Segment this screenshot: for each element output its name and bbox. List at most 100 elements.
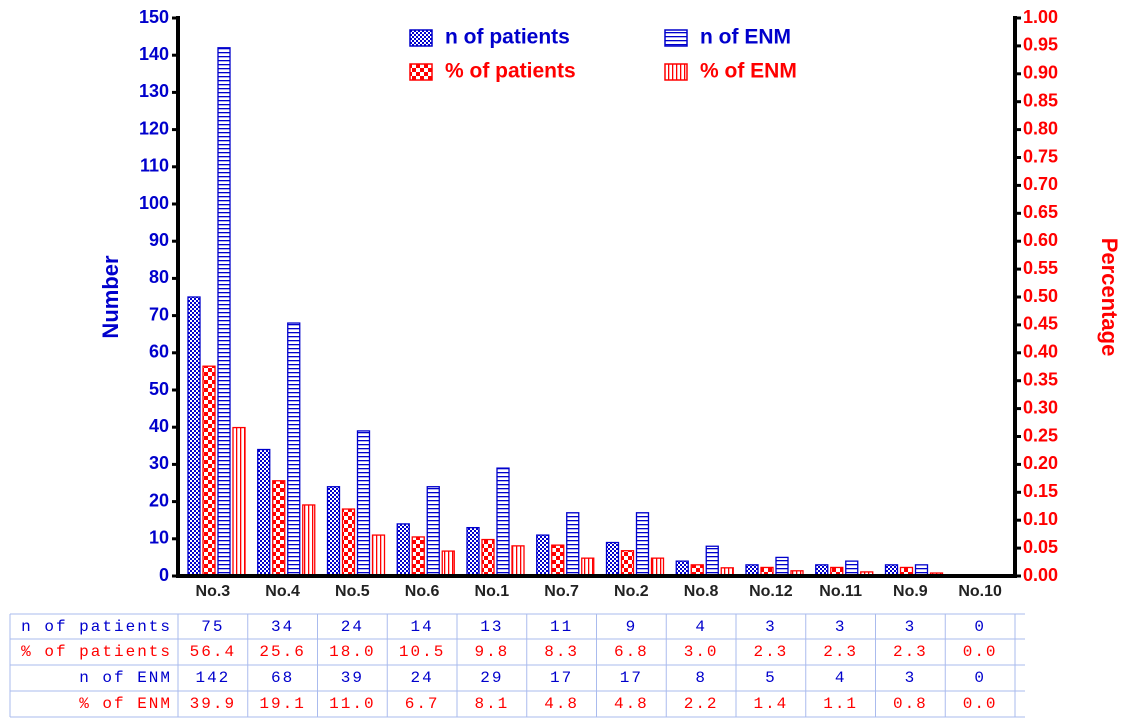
- legend-swatch: [409, 29, 433, 47]
- bar: [341, 508, 356, 577]
- table-cell: 18.0: [329, 643, 375, 661]
- table-cell: 4.8: [614, 695, 649, 713]
- bar: [411, 536, 425, 577]
- bar: [551, 544, 565, 577]
- table-cell: 29: [480, 669, 503, 687]
- table-cell: 14: [411, 618, 434, 636]
- x-tick-label: No.3: [196, 583, 231, 600]
- table-cell: 13: [480, 618, 503, 636]
- table-cell: 17: [550, 669, 573, 687]
- bar: [232, 426, 246, 577]
- table-cell: 5: [765, 669, 777, 687]
- bar: [536, 534, 550, 577]
- y2-tick-label: 0.50: [1023, 286, 1058, 306]
- y-tick-label: 100: [139, 193, 169, 213]
- table-cell: 11.0: [329, 695, 375, 713]
- bar: [481, 538, 495, 577]
- x-tick-label: No.5: [335, 583, 370, 600]
- table-cell: 3: [835, 618, 847, 636]
- bar: [496, 467, 510, 577]
- x-tick-label: No.6: [405, 583, 440, 600]
- table-cell: 8.3: [544, 643, 579, 661]
- y-tick-label: 110: [140, 156, 169, 176]
- bar: [396, 523, 410, 577]
- table-cell: 1.1: [823, 695, 858, 713]
- bar: [466, 526, 480, 577]
- y2-tick-label: 1.00: [1023, 7, 1058, 27]
- legend-label: % of patients: [445, 60, 576, 83]
- table-cell: 25.6: [259, 643, 305, 661]
- y-tick-label: 50: [149, 379, 169, 399]
- table-cell: 17: [620, 669, 643, 687]
- table-cell: 39.9: [190, 695, 236, 713]
- y-tick-label: 20: [149, 490, 169, 510]
- x-tick-label: No.1: [475, 583, 510, 600]
- table-cell: 11: [550, 618, 573, 636]
- x-tick-label: No.7: [544, 583, 579, 600]
- table-cell: 6.7: [405, 695, 440, 713]
- y2-tick-label: 0.90: [1023, 63, 1058, 83]
- y2-tick-label: 0.20: [1023, 453, 1058, 473]
- bar: [356, 430, 371, 577]
- y-tick-label: 60: [149, 342, 169, 362]
- legend-swatch: [409, 63, 433, 81]
- y2-axis-title: Percentage: [1097, 238, 1122, 357]
- table-cell: 56.4: [190, 643, 236, 661]
- table-cell: 3: [905, 669, 917, 687]
- table-cell: 75: [201, 618, 224, 636]
- table-cell: 0.0: [963, 695, 998, 713]
- legend-label: n of patients: [445, 26, 570, 49]
- y2-tick-label: 0.60: [1023, 230, 1058, 250]
- y2-tick-label: 0.75: [1023, 146, 1058, 166]
- y-axis-title: Number: [98, 255, 123, 339]
- table-row-label: n of patients: [21, 618, 172, 636]
- legend-swatch: [664, 29, 688, 47]
- y-tick-label: 150: [139, 7, 169, 27]
- bar: [581, 557, 595, 577]
- x-tick-label: No.11: [819, 583, 862, 600]
- y-tick-label: 140: [139, 44, 169, 64]
- y2-tick-label: 0.00: [1023, 565, 1058, 585]
- table-cell: 24: [341, 618, 364, 636]
- y2-tick-label: 0.35: [1023, 369, 1058, 389]
- bar: [441, 550, 455, 577]
- y-tick-label: 40: [149, 416, 169, 436]
- x-tick-label: No.4: [265, 583, 300, 600]
- bar: [650, 557, 665, 577]
- bar: [202, 365, 216, 577]
- y2-tick-label: 0.25: [1023, 425, 1058, 445]
- legend-swatch: [664, 63, 688, 81]
- table-row-label: % of patients: [21, 643, 172, 661]
- bar: [705, 545, 719, 577]
- legend-label: % of ENM: [700, 60, 797, 83]
- table-cell: 3.0: [684, 643, 719, 661]
- table-cell: 0: [974, 669, 986, 687]
- y2-tick-label: 0.15: [1023, 481, 1058, 501]
- table-cell: 8: [695, 669, 707, 687]
- bar: [620, 550, 635, 577]
- bar: [326, 486, 341, 577]
- legend-label: n of ENM: [700, 26, 791, 49]
- y2-tick-label: 0.40: [1023, 342, 1058, 362]
- y2-tick-label: 0.65: [1023, 202, 1058, 222]
- y-tick-label: 80: [149, 267, 169, 287]
- y-tick-label: 10: [149, 528, 169, 548]
- y2-tick-label: 0.55: [1023, 258, 1058, 278]
- x-tick-label: No.10: [958, 583, 1002, 600]
- y-tick-label: 120: [139, 118, 169, 138]
- table-cell: 3: [765, 618, 777, 636]
- y2-tick-label: 0.85: [1023, 90, 1058, 110]
- table-cell: 19.1: [259, 695, 305, 713]
- table-row-label: % of ENM: [79, 695, 172, 713]
- bar: [635, 512, 650, 577]
- y-tick-label: 90: [149, 230, 169, 250]
- table-cell: 1.4: [753, 695, 788, 713]
- x-tick-label: No.8: [684, 583, 719, 600]
- table-cell: 9: [626, 618, 638, 636]
- table-cell: 8.1: [474, 695, 509, 713]
- y-tick-label: 130: [139, 81, 169, 101]
- table-cell: 24: [411, 669, 434, 687]
- y2-tick-label: 0.05: [1023, 537, 1058, 557]
- bar: [187, 296, 201, 577]
